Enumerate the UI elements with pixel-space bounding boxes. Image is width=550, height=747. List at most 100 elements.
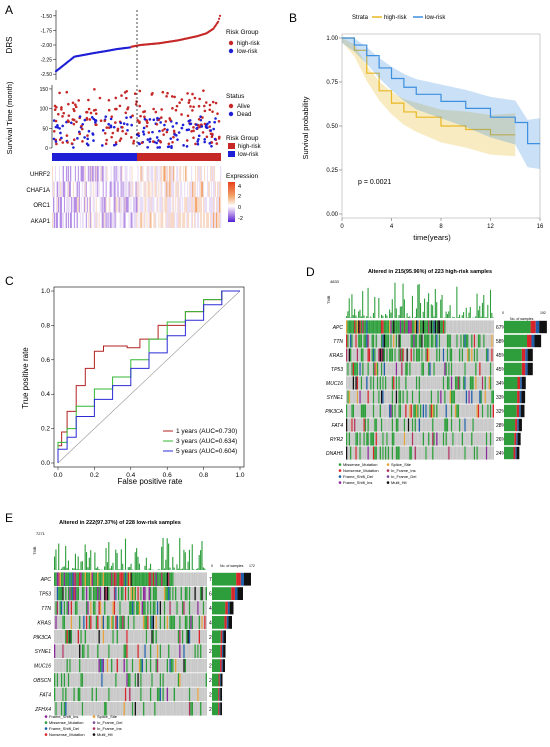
survival-points xyxy=(52,87,221,149)
oncoplot-cell xyxy=(468,376,470,390)
oncoplot-cell xyxy=(137,630,139,644)
oncoplot-cell xyxy=(446,404,449,418)
oncoplot-e-tmb-label: TMB xyxy=(32,546,37,555)
oncoplot-cell xyxy=(73,630,75,644)
heatmap-cell xyxy=(169,197,171,213)
oncoplot-cell xyxy=(454,446,457,460)
oncoplot-cell xyxy=(88,601,91,615)
oncoplot-cell xyxy=(411,390,414,404)
oncoplot-cell xyxy=(205,572,207,586)
heatmap-cell xyxy=(202,166,204,182)
oncoplot-cell xyxy=(140,644,142,658)
oncoplot-cell xyxy=(140,601,142,615)
tmb-bar xyxy=(362,291,364,318)
oncoplot-cell xyxy=(489,376,492,390)
oncoplot-cell xyxy=(429,376,431,390)
heatmap-cell xyxy=(216,197,218,213)
oncoplot-cell xyxy=(363,362,365,376)
oncoplot-cell xyxy=(56,687,59,702)
oncoplot-cell xyxy=(102,586,105,601)
oncoplot-cell xyxy=(393,320,395,334)
survival-point xyxy=(189,122,193,126)
oncoplot-cell xyxy=(67,673,70,687)
heatmap-cell xyxy=(74,197,77,213)
oncoplot-cell xyxy=(436,376,438,390)
heatmap-cell xyxy=(58,181,61,197)
heatmap-cell xyxy=(59,197,62,213)
oncoplot-cell xyxy=(60,658,63,673)
oncoplot-cell xyxy=(422,348,425,362)
oncoplot-cell xyxy=(129,615,131,630)
oncoplot-cell xyxy=(55,644,57,658)
roc-ytick-label: 0.6 xyxy=(41,357,50,364)
survival-point xyxy=(121,126,124,129)
heatmap-cell xyxy=(174,212,176,228)
oncoplot-cell xyxy=(113,687,116,702)
heatmap-cell xyxy=(59,181,62,197)
survival-point xyxy=(78,132,82,136)
heatmap-cell xyxy=(85,181,87,197)
oncoplot-cell xyxy=(141,702,144,716)
oncoplot-cell xyxy=(420,348,422,362)
heatmap-cell xyxy=(169,181,171,197)
oncoplot-cell xyxy=(201,702,203,716)
heatmap-cell xyxy=(146,197,148,213)
oncoplot-cell xyxy=(55,601,57,615)
oncoplot-cell xyxy=(101,673,103,687)
oncoplot-cell xyxy=(351,320,353,334)
tmb-bar xyxy=(87,567,89,570)
survival-point xyxy=(169,118,172,122)
oncoplot-e-axis-min: 0 xyxy=(211,564,213,568)
oncoplot-cell xyxy=(481,432,484,446)
oncoplot-cell xyxy=(460,334,462,348)
oncoplot-d-tmb-label: TMB xyxy=(326,295,331,304)
oncoplot-cell xyxy=(120,658,123,673)
oncoplot-cell xyxy=(55,572,57,586)
oncoplot-gene-bar-segment xyxy=(229,601,234,615)
tmb-bar xyxy=(137,556,139,570)
oncoplot-cell xyxy=(85,586,88,601)
oncoplot-cell xyxy=(202,687,205,702)
oncoplot-cell xyxy=(410,390,412,404)
heatmap-cell xyxy=(179,181,181,197)
heatmap-cell xyxy=(151,197,153,213)
oncoplot-gene-bar-segment xyxy=(516,432,518,446)
oncoplot-cell xyxy=(98,601,100,615)
heatmap-cell xyxy=(205,181,207,197)
oncoplot-cell xyxy=(358,334,360,348)
oncoplot-cell xyxy=(450,404,453,418)
oncoplot-cell xyxy=(426,432,429,446)
oncoplot-cell xyxy=(123,658,125,673)
oncoplot-cell xyxy=(58,601,60,615)
oncoplot-cell xyxy=(440,432,442,446)
oncoplot-cell xyxy=(346,418,348,432)
heatmap-cell xyxy=(84,197,86,213)
oncoplot-cell xyxy=(473,404,476,418)
oncoplot-cell xyxy=(204,601,206,615)
heatmap-cell xyxy=(207,181,209,197)
oncoplot-cell xyxy=(372,334,375,348)
oncoplot-cell xyxy=(359,348,361,362)
oncoplot-cell xyxy=(438,404,441,418)
oncoplot-cell xyxy=(180,630,182,644)
expression-tick-4: 4 xyxy=(238,184,241,190)
oncoplot-cell xyxy=(65,630,67,644)
oncoplot-cell xyxy=(350,432,352,446)
oncoplot-cell xyxy=(144,658,146,673)
oncoplot-cell xyxy=(469,376,472,390)
oncoplot-cell xyxy=(148,615,150,630)
survival-point xyxy=(87,107,91,111)
oncoplot-cell xyxy=(492,320,494,334)
oncoplot-cell xyxy=(366,334,368,348)
oncoplot-cell xyxy=(123,572,125,586)
tmb-bar xyxy=(202,567,204,570)
oncoplot-cell xyxy=(90,601,92,615)
oncoplot-cell xyxy=(389,334,391,348)
oncoplot-cell xyxy=(403,418,406,432)
oncoplot-cell xyxy=(401,404,403,418)
oncoplot-cell xyxy=(80,702,82,716)
survival-point xyxy=(126,123,129,126)
oncoplot-cell xyxy=(109,658,112,673)
tmb-bar xyxy=(485,317,488,318)
heatmap-cell xyxy=(126,212,128,228)
